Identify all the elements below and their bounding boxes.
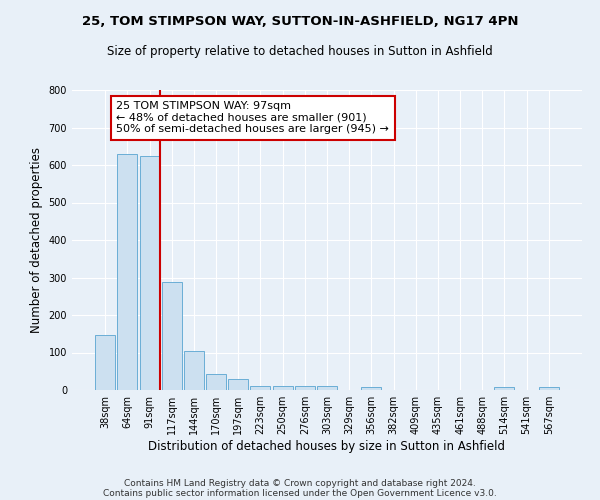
X-axis label: Distribution of detached houses by size in Sutton in Ashfield: Distribution of detached houses by size …: [149, 440, 505, 453]
Bar: [118, 154, 137, 390]
Bar: [162, 282, 182, 390]
Text: 25 TOM STIMPSON WAY: 97sqm
← 48% of detached houses are smaller (901)
50% of sem: 25 TOM STIMPSON WAY: 97sqm ← 48% of deta…: [116, 101, 389, 134]
Bar: [295, 386, 315, 390]
Bar: [140, 156, 160, 390]
Bar: [184, 352, 204, 390]
Bar: [206, 374, 226, 390]
Bar: [272, 386, 293, 390]
Bar: [539, 387, 559, 390]
Bar: [317, 386, 337, 390]
Text: Contains HM Land Registry data © Crown copyright and database right 2024.: Contains HM Land Registry data © Crown c…: [124, 478, 476, 488]
Y-axis label: Number of detached properties: Number of detached properties: [30, 147, 43, 333]
Bar: [250, 386, 271, 390]
Bar: [361, 387, 382, 390]
Text: Contains public sector information licensed under the Open Government Licence v3: Contains public sector information licen…: [103, 488, 497, 498]
Text: 25, TOM STIMPSON WAY, SUTTON-IN-ASHFIELD, NG17 4PN: 25, TOM STIMPSON WAY, SUTTON-IN-ASHFIELD…: [82, 15, 518, 28]
Text: Size of property relative to detached houses in Sutton in Ashfield: Size of property relative to detached ho…: [107, 45, 493, 58]
Bar: [494, 388, 514, 390]
Bar: [95, 334, 115, 390]
Bar: [228, 379, 248, 390]
